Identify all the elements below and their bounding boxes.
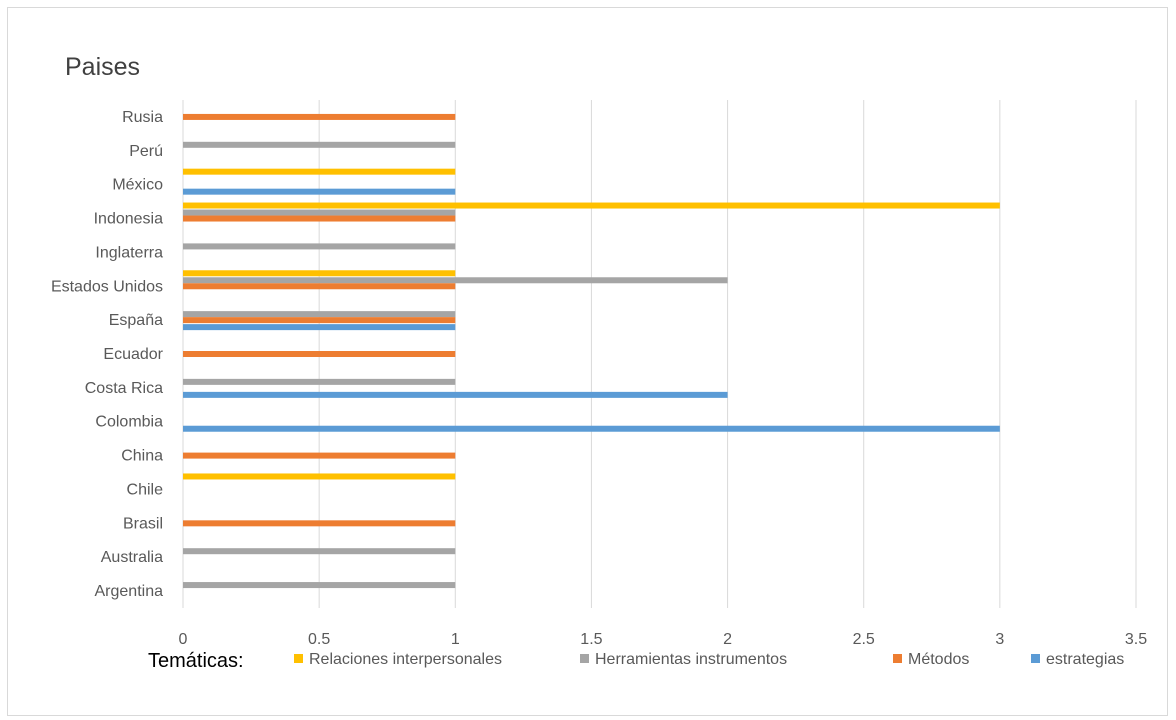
x-tick-label: 1.5 bbox=[580, 631, 602, 648]
bar bbox=[183, 243, 456, 250]
legend-swatch bbox=[893, 654, 902, 663]
x-tick-label: 0 bbox=[179, 631, 188, 648]
x-tick-label: 1 bbox=[451, 631, 460, 648]
category-label: Inglaterra bbox=[95, 244, 163, 261]
bar bbox=[183, 270, 456, 277]
bar bbox=[183, 141, 456, 148]
category-label: Costa Rica bbox=[85, 380, 163, 397]
bar bbox=[183, 351, 456, 357]
bar bbox=[183, 317, 456, 324]
category-label: Ecuador bbox=[103, 346, 163, 363]
bar bbox=[183, 188, 456, 195]
bar bbox=[183, 582, 456, 589]
category-label: Chile bbox=[127, 481, 164, 498]
chart-title: Paises bbox=[65, 53, 140, 81]
category-labels: Argentina Australia Brasil Chile China Colomb… bbox=[51, 109, 164, 600]
legend-label: Herramientas instrumentos bbox=[595, 651, 787, 668]
bar bbox=[183, 452, 456, 459]
bar bbox=[183, 277, 728, 284]
bar bbox=[183, 209, 456, 216]
category-label: Indonesia bbox=[94, 211, 163, 228]
bar bbox=[183, 283, 456, 290]
bars bbox=[183, 113, 1000, 589]
bar bbox=[183, 548, 456, 555]
chart-frame bbox=[7, 7, 1168, 716]
legend-swatch bbox=[580, 654, 589, 663]
bar bbox=[183, 113, 456, 120]
category-label: Perú bbox=[129, 143, 163, 160]
bar bbox=[183, 473, 456, 480]
category-label: Colombia bbox=[95, 414, 163, 431]
bar bbox=[183, 311, 456, 318]
bar bbox=[183, 324, 456, 331]
category-label: Australia bbox=[101, 549, 163, 566]
category-label: Rusia bbox=[122, 109, 163, 126]
legend-title: Temáticas: bbox=[148, 650, 244, 672]
bar bbox=[183, 391, 728, 398]
category-label: Estados Unidos bbox=[51, 278, 163, 295]
category-label: España bbox=[109, 312, 163, 329]
legend-label: Relaciones interpersonales bbox=[309, 651, 502, 668]
category-label: China bbox=[121, 448, 163, 465]
x-tick-label: 0.5 bbox=[308, 631, 330, 648]
bar bbox=[183, 425, 1000, 432]
legend-label: Métodos bbox=[908, 651, 969, 668]
bar bbox=[183, 520, 456, 527]
category-label: México bbox=[112, 177, 163, 194]
bar bbox=[183, 168, 456, 175]
legend-swatch bbox=[294, 654, 303, 663]
x-tick-label: 2 bbox=[723, 631, 732, 648]
category-label: Argentina bbox=[95, 583, 164, 600]
legend-label: estrategias bbox=[1046, 651, 1124, 668]
x-axis-ticks: 0 0.5 1 1.5 2 2.5 3 3.5 bbox=[179, 631, 1148, 648]
category-label: Brasil bbox=[123, 515, 163, 532]
legend: Temáticas: Relaciones interpersonales Her… bbox=[148, 650, 1124, 672]
x-tick-label: 3 bbox=[995, 631, 1004, 648]
bar bbox=[183, 215, 456, 222]
legend-swatch bbox=[1031, 654, 1040, 663]
x-tick-label: 3.5 bbox=[1125, 631, 1147, 648]
x-tick-label: 2.5 bbox=[853, 631, 875, 648]
bar bbox=[183, 378, 456, 385]
bar bbox=[183, 202, 1000, 209]
